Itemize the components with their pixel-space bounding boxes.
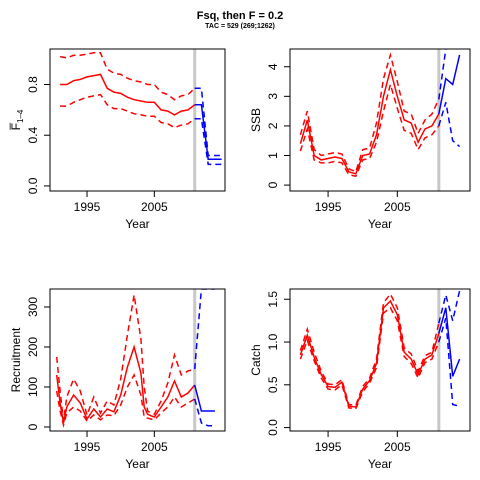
recruitment-historic-upper-line [55,294,195,422]
x-tick-label: 1995 [315,440,342,454]
catch-x-axis-label: Year [368,457,392,471]
ssb-historic-median-line [299,66,440,175]
catch-historic-upper-line [299,292,440,407]
y-tick-label: 1 [266,152,280,159]
y-tick-label: 100 [26,377,40,397]
fbar-projection-median-line [194,104,222,161]
x-tick-label: 2005 [384,440,411,454]
recruitment-x-axis-label: Year [125,457,149,471]
x-tick-label: 2005 [384,200,411,214]
y-tick-label: 0.5 [266,376,280,393]
y-tick-label: 0 [26,423,40,430]
ssb-historic-lower-line [299,81,440,178]
y-tick-label: 0.4 [26,127,40,144]
fbar-projection-upper-line [194,87,222,157]
y-tick-label: 300 [26,297,40,317]
recruitment-projection-median-line [193,384,215,412]
ssb-y-axis-label: SSB [249,108,263,132]
fbar-historic-median-line [60,73,196,116]
y-tick-label: 0 [266,181,280,188]
y-tick-label: 2 [266,122,280,129]
y-tick-label: 1.5 [266,291,280,308]
catch-historic-median-line [299,299,440,408]
fbar-historic-lower-line [60,93,196,129]
panel-ssb: 1995 2005 Year 0 1 2 3 4 SSB [249,48,471,231]
recruitment-plot-frame [49,288,226,432]
chart-subtitle: TAC = 529 (269;1262) [205,23,275,30]
fbar-x-axis-label: Year [125,217,149,231]
x-tick-label: 1995 [315,200,342,214]
chart-title: Fsq, then F = 0.2 [196,10,284,22]
recruitment-historic-median-line [55,344,196,424]
ssb-historic-upper-line [299,52,440,173]
fbar-y-axis-label: F̅1–4 [9,109,25,130]
x-tick-label: 2005 [141,440,168,454]
y-tick-label: 3 [266,93,280,100]
catch-y-axis-label: Catch [249,344,263,375]
ssb-plot-frame [289,48,471,192]
panel-catch: 1995 2005 Year 0.0 0.5 1.0 1.5 Catch [249,288,471,471]
recruitment-projection-lower-line [193,398,215,427]
y-tick-label: 1.0 [266,333,280,350]
panel-fbar: 1995 2005 Year 0.0 0.4 0.8 F̅1–4 [9,48,226,231]
catch-projection-upper-line [438,290,461,324]
ssb-x-axis-label: Year [368,217,392,231]
recruitment-historic-lower-line [55,373,196,428]
catch-projection-median-line [438,307,461,377]
recruitment-projection-upper-line [193,289,215,370]
catch-historic-lower-line [299,306,440,410]
recruitment-y-axis-label: Recruitment [9,327,23,392]
ssb-projection-lower-line [438,102,461,148]
y-tick-label: 0.0 [26,177,40,194]
catch-projection-lower-line [438,317,460,407]
y-tick-label: 200 [26,337,40,357]
x-tick-label: 1995 [74,440,101,454]
y-tick-label: 4 [266,63,280,70]
fbar-plot-frame [49,48,226,192]
x-tick-label: 2005 [141,200,168,214]
y-tick-label: 0.8 [26,76,40,93]
catch-plot-frame [289,288,471,432]
fbar-historic-upper-line [59,52,196,101]
y-tick-label: 0.0 [266,419,280,436]
fbar-projection-lower-line [194,117,222,166]
ssb-projection-upper-line [438,49,447,100]
x-tick-label: 1995 [74,200,101,214]
ssb-projection-median-line [438,54,461,115]
